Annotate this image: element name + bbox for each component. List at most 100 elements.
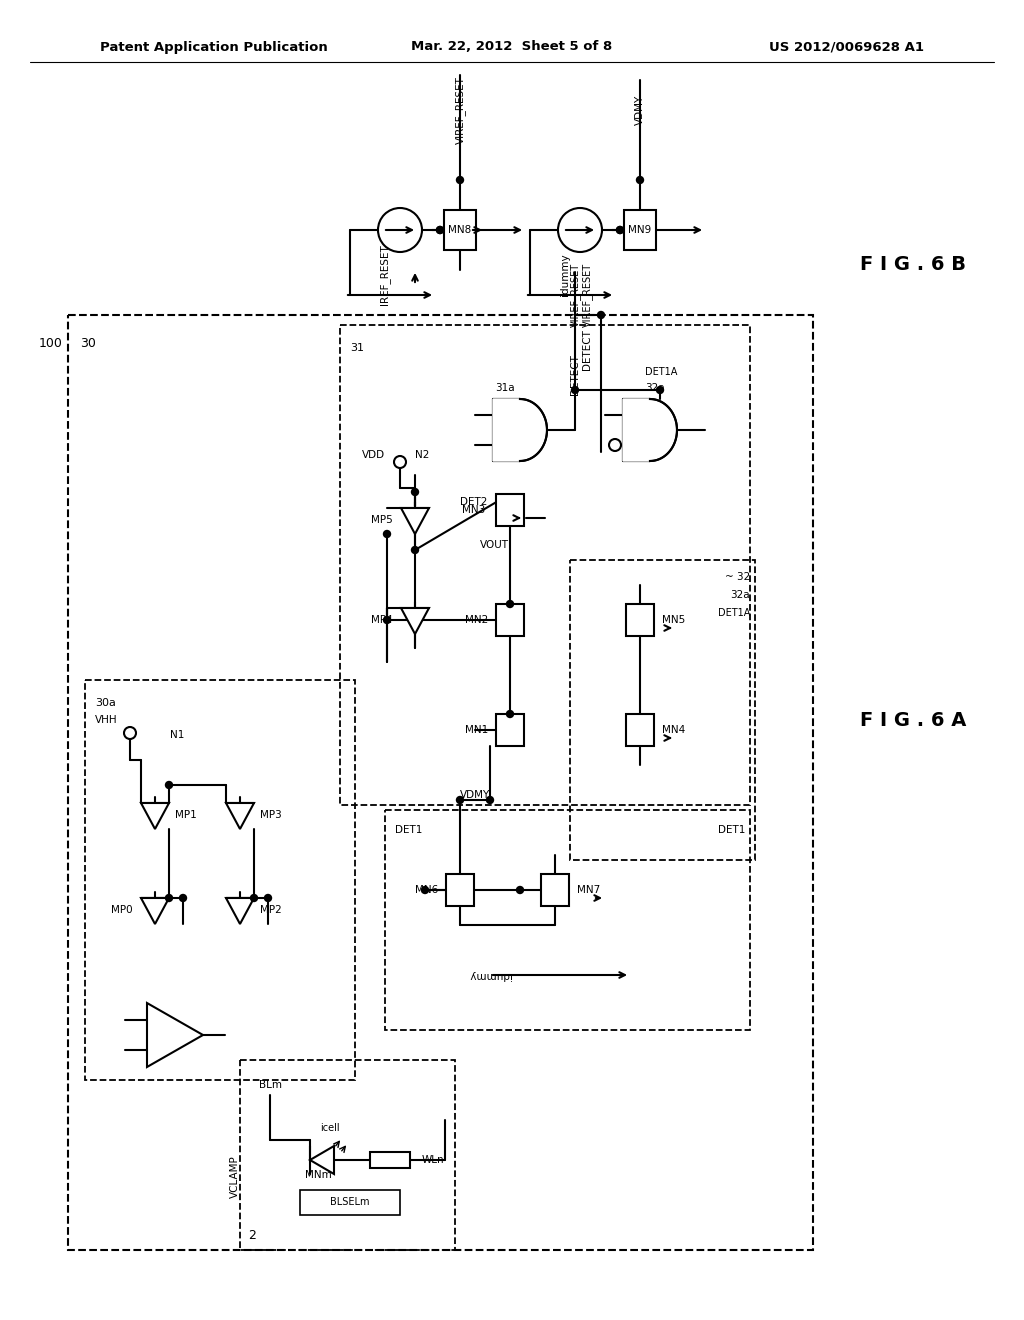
Bar <box>496 605 524 636</box>
Text: MN3: MN3 <box>462 506 485 515</box>
Text: VIREF_RESET: VIREF_RESET <box>455 77 466 144</box>
Text: VIREF_RESET: VIREF_RESET <box>569 263 581 327</box>
Text: VOUT: VOUT <box>480 540 509 550</box>
Bar <box>300 1191 400 1214</box>
Text: MNm: MNm <box>305 1170 332 1180</box>
Circle shape <box>507 601 513 607</box>
Circle shape <box>179 895 186 902</box>
Text: MP5: MP5 <box>372 515 393 525</box>
Text: N2: N2 <box>415 450 429 459</box>
Text: MN6: MN6 <box>415 884 438 895</box>
Text: ~ 32: ~ 32 <box>725 572 750 582</box>
Text: idummy: idummy <box>469 970 511 979</box>
Text: MN5: MN5 <box>662 615 685 624</box>
Bar <box>385 810 750 1030</box>
Bar <box>626 714 654 746</box>
Circle shape <box>436 227 443 234</box>
Circle shape <box>516 887 523 894</box>
Circle shape <box>166 781 172 788</box>
Text: MP3: MP3 <box>260 810 282 820</box>
Bar <box>496 494 524 525</box>
Bar <box>446 874 474 906</box>
Text: DET1A: DET1A <box>645 367 677 378</box>
Text: DETECT: DETECT <box>582 330 592 371</box>
Circle shape <box>124 727 136 739</box>
Text: 2: 2 <box>248 1229 256 1242</box>
Text: VDMY: VDMY <box>635 95 645 125</box>
Circle shape <box>616 227 624 234</box>
Circle shape <box>412 488 419 495</box>
Text: US 2012/0069628 A1: US 2012/0069628 A1 <box>769 41 924 54</box>
Text: DET2: DET2 <box>460 498 487 507</box>
Circle shape <box>394 455 406 469</box>
Circle shape <box>264 895 271 902</box>
Text: F I G . 6 B: F I G . 6 B <box>860 256 966 275</box>
Text: N1: N1 <box>170 730 184 741</box>
Bar <box>444 210 476 249</box>
Circle shape <box>486 796 494 804</box>
Polygon shape <box>226 898 254 924</box>
Text: MN1: MN1 <box>465 725 488 735</box>
Text: 31a: 31a <box>495 383 515 393</box>
Text: Mar. 22, 2012  Sheet 5 of 8: Mar. 22, 2012 Sheet 5 of 8 <box>412 41 612 54</box>
Circle shape <box>384 616 390 623</box>
Text: icell: icell <box>321 1123 340 1133</box>
Bar <box>68 315 813 1250</box>
Circle shape <box>422 887 428 894</box>
Text: MN7: MN7 <box>577 884 600 895</box>
Text: VDD: VDD <box>361 450 385 459</box>
Circle shape <box>609 440 621 451</box>
Bar <box>85 680 355 1080</box>
Text: Patent Application Publication: Patent Application Publication <box>100 41 328 54</box>
Circle shape <box>457 177 464 183</box>
Circle shape <box>436 227 443 234</box>
Polygon shape <box>401 508 429 535</box>
Text: MN2: MN2 <box>465 615 488 624</box>
Circle shape <box>597 312 604 318</box>
Polygon shape <box>401 609 429 634</box>
Bar <box>496 714 524 746</box>
Text: VCLAMP: VCLAMP <box>230 1155 240 1197</box>
Bar <box>624 210 656 249</box>
Circle shape <box>571 387 579 393</box>
Text: -: - <box>158 1014 164 1028</box>
Text: 32a: 32a <box>730 590 750 601</box>
Text: DETECT: DETECT <box>570 355 580 396</box>
Circle shape <box>457 796 464 804</box>
Bar <box>240 1060 455 1250</box>
Circle shape <box>616 227 624 234</box>
Text: BLm: BLm <box>258 1080 282 1090</box>
Text: 32a: 32a <box>645 383 665 393</box>
Text: idummy: idummy <box>560 253 570 296</box>
Text: MN8: MN8 <box>449 224 472 235</box>
Text: WLn: WLn <box>422 1155 444 1166</box>
Polygon shape <box>623 399 677 461</box>
Polygon shape <box>310 1146 334 1173</box>
Circle shape <box>412 546 419 553</box>
Text: MP1: MP1 <box>175 810 197 820</box>
Bar <box>570 560 755 861</box>
Text: MP4: MP4 <box>372 615 393 624</box>
Polygon shape <box>147 1003 203 1067</box>
Text: DET1A: DET1A <box>718 609 750 618</box>
Text: MP2: MP2 <box>260 906 282 915</box>
Text: 30: 30 <box>80 337 96 350</box>
Text: F I G . 6 A: F I G . 6 A <box>860 710 967 730</box>
Text: MP0: MP0 <box>112 906 133 915</box>
Bar <box>340 325 750 805</box>
Text: VIREF_RESET: VIREF_RESET <box>582 263 593 327</box>
Polygon shape <box>226 803 254 829</box>
Polygon shape <box>493 399 547 461</box>
Circle shape <box>384 531 390 537</box>
Bar <box>370 1152 410 1168</box>
Text: DET1: DET1 <box>395 825 422 836</box>
Text: MN4: MN4 <box>662 725 685 735</box>
Text: DET1: DET1 <box>718 825 745 836</box>
Circle shape <box>166 895 172 902</box>
Circle shape <box>656 387 664 393</box>
Text: 100: 100 <box>39 337 63 350</box>
Circle shape <box>558 209 602 252</box>
Circle shape <box>637 177 643 183</box>
Text: MN9: MN9 <box>629 224 651 235</box>
Text: 31: 31 <box>350 343 364 352</box>
